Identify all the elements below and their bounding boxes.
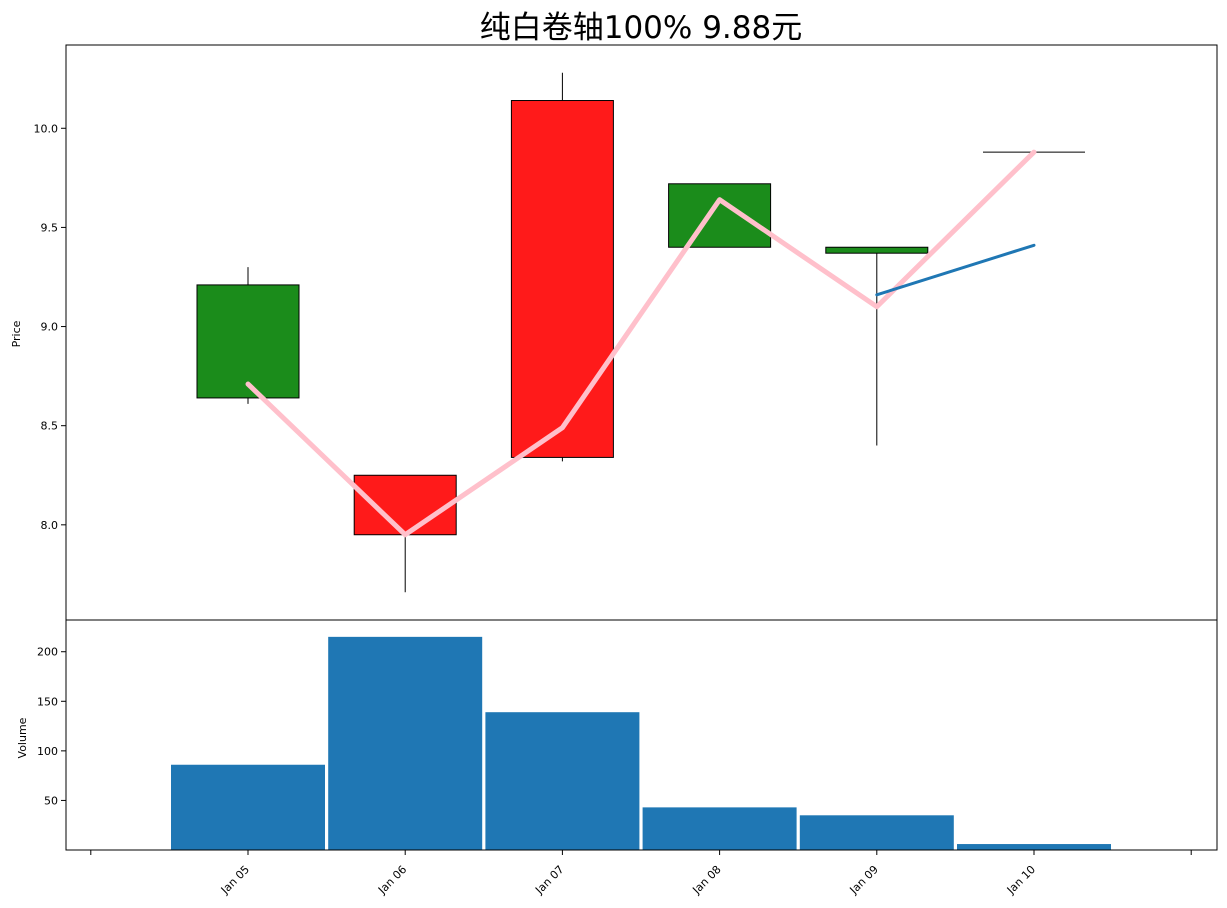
volume-y-tick-label: 150 bbox=[37, 695, 58, 708]
blue-trend-line bbox=[875, 243, 1036, 297]
x-tick-label: Jan 08 bbox=[689, 863, 723, 897]
volume-y-tick-label: 200 bbox=[37, 646, 58, 659]
volume-y-ticks: 50 100 150 200 bbox=[37, 646, 66, 807]
candle-body bbox=[825, 246, 929, 254]
candle-body bbox=[353, 474, 457, 536]
volume-marks bbox=[171, 636, 1111, 850]
price-y-tick-label: 9.5 bbox=[41, 221, 59, 234]
pink-trend-line bbox=[245, 149, 1037, 538]
candle-body bbox=[196, 284, 300, 399]
volume-bar bbox=[485, 712, 640, 850]
price-panel: 8.0 8.5 9.0 9.5 10.0 Price bbox=[10, 44, 1218, 621]
volume-bar bbox=[957, 844, 1111, 850]
price-y-axis-label: Price bbox=[10, 320, 23, 347]
volume-bar bbox=[799, 815, 954, 850]
price-marks bbox=[196, 72, 1085, 593]
volume-y-tick-label: 50 bbox=[44, 794, 58, 807]
candle-body bbox=[510, 100, 614, 458]
price-y-tick-label: 9.0 bbox=[41, 321, 59, 334]
x-tick-label: Jan 09 bbox=[847, 863, 881, 897]
candle-body bbox=[668, 183, 772, 248]
chart-title: 纯白卷轴100% 9.88元 bbox=[480, 10, 803, 46]
volume-bar bbox=[171, 764, 325, 850]
volume-y-axis-label: Volume bbox=[16, 717, 29, 758]
price-y-ticks: 8.0 8.5 9.0 9.5 10.0 bbox=[34, 122, 66, 532]
volume-bar bbox=[328, 636, 483, 850]
x-tick-label: Jan 07 bbox=[532, 863, 566, 897]
volume-y-tick-label: 100 bbox=[37, 745, 58, 758]
x-axis-ticks: Jan 05 Jan 06 Jan 07 Jan 08 Jan 09 Jan 10 bbox=[90, 850, 1192, 897]
volume-axes-frame bbox=[65, 619, 1218, 851]
volume-bar bbox=[642, 807, 797, 850]
x-tick-label: Jan 10 bbox=[1004, 863, 1038, 897]
price-y-tick-label: 8.0 bbox=[41, 519, 59, 532]
x-tick-label: Jan 05 bbox=[218, 863, 252, 897]
price-y-tick-label: 10.0 bbox=[34, 122, 59, 135]
x-tick-label: Jan 06 bbox=[375, 863, 409, 897]
price-y-tick-label: 8.5 bbox=[41, 420, 59, 433]
